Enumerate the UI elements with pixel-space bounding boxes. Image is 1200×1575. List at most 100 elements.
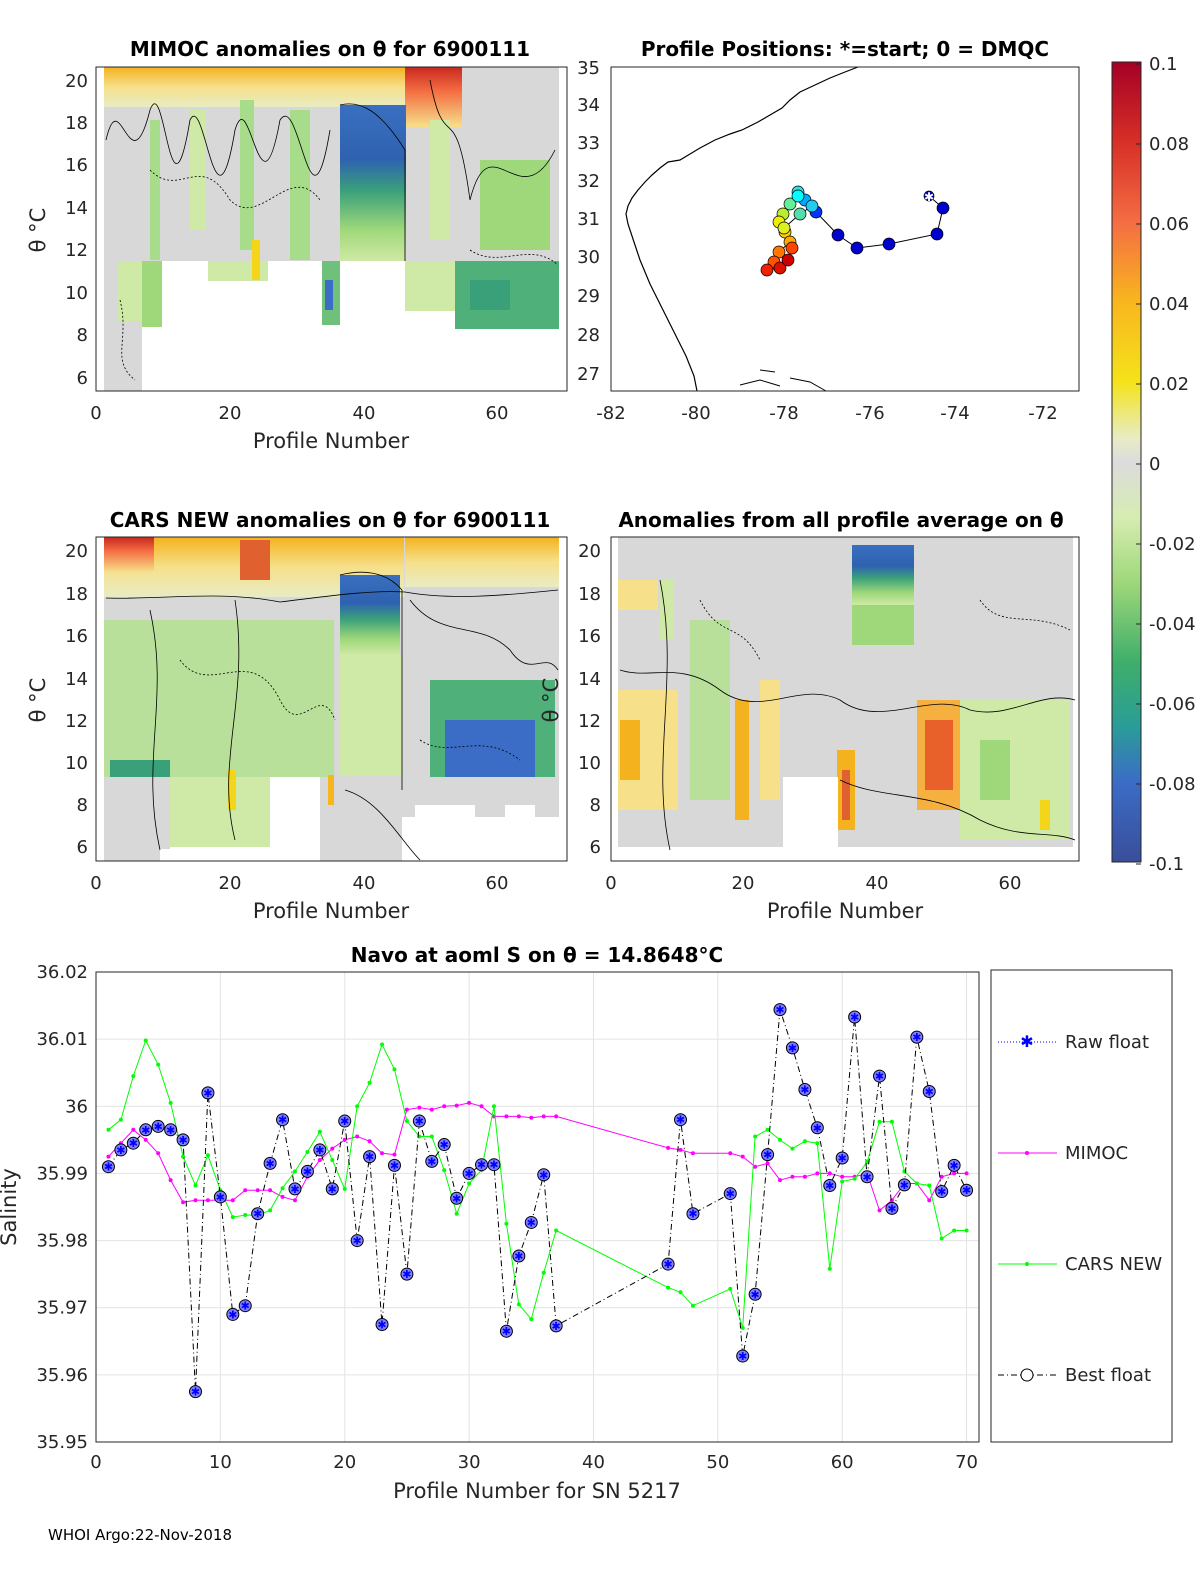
raw-float-point: ✱: [489, 1159, 498, 1172]
cars-field: [104, 537, 559, 861]
raw-float-point: ✱: [962, 1184, 971, 1197]
cars-new-point: [380, 1042, 385, 1047]
avg-field: [618, 537, 1073, 861]
mimoc-point: [790, 1174, 795, 1179]
raw-float-point: ✱: [514, 1250, 523, 1263]
legend-raw: ✱ Raw float: [998, 1032, 1149, 1053]
mimoc-point: [205, 1198, 210, 1203]
chart-x-tick-label: 30: [458, 1452, 481, 1473]
best-float-point: [288, 1182, 302, 1196]
best-float-point: [686, 1207, 700, 1221]
chart-x-tick-label: 10: [209, 1452, 232, 1473]
avg-y-ticks: 20 18 16 14 12 10 8 6: [578, 541, 601, 858]
cars-x-tick-label: 40: [353, 873, 376, 894]
raw-float-point: ✱: [763, 1149, 772, 1162]
cars-xlabel: Profile Number: [253, 899, 410, 923]
cars-new-point: [516, 1302, 521, 1307]
map-title: Profile Positions: *=start; 0 = DMQC: [641, 37, 1049, 61]
mimoc-point: [740, 1154, 745, 1159]
map-y-tick-label: 33: [577, 133, 600, 154]
raw-float-point: ✱: [141, 1124, 150, 1137]
mimoc-point: [479, 1104, 484, 1109]
raw-float-point: ✱: [875, 1070, 884, 1083]
cars-new-point: [342, 1186, 347, 1191]
chart-y-tick-label: 35.97: [36, 1298, 88, 1319]
salinity-chart: Navo at aoml S on θ = 14.8648°C ✱✱✱✱ ✱ ✱✱✱…: [0, 943, 1173, 1503]
best-float-point: [151, 1119, 165, 1133]
raw-float-point: ✱: [477, 1159, 486, 1172]
cars-new-point: [914, 1181, 919, 1186]
cars-x-tick-label: 20: [219, 873, 242, 894]
cars-new-point: [467, 1181, 472, 1186]
track-marker: [785, 241, 799, 255]
raw-float-point: ✱: [751, 1288, 760, 1301]
chart-plot-area: [96, 972, 979, 1442]
best-float-point: [412, 1114, 426, 1128]
mimoc-point: [554, 1114, 559, 1119]
best-float-point: [325, 1182, 339, 1196]
raw-float-point: ✱: [900, 1179, 909, 1192]
best-float-point: [785, 1041, 799, 1055]
cars-y-tick-label: 16: [65, 626, 88, 647]
mimoc-point: [827, 1171, 832, 1176]
cars-x-tick-label: 0: [90, 873, 101, 894]
raw-float-point: ✱: [688, 1208, 697, 1221]
raw-float-point: ✱: [365, 1151, 374, 1164]
raw-float-point: ✱: [315, 1144, 324, 1157]
best-float-point: [860, 1170, 874, 1184]
avg-y-tick-label: 8: [590, 795, 601, 816]
best-float-point: [276, 1113, 290, 1127]
cars-new-point: [753, 1134, 758, 1139]
colorbar-tick-label: -0.02: [1149, 534, 1196, 555]
colorbar-tick-label: 0: [1149, 454, 1160, 475]
chart-y-tick-label: 36.01: [36, 1029, 88, 1050]
raw-float-point: ✱: [427, 1155, 436, 1168]
raw-float-point: ✱: [464, 1167, 473, 1180]
best-float-point: [251, 1207, 265, 1221]
mimoc-point: [243, 1188, 248, 1193]
chart-x-tick-label: 0: [90, 1452, 101, 1473]
cars-new-point: [193, 1183, 198, 1188]
track-marker: [791, 189, 805, 203]
track-marker: [936, 201, 950, 215]
mimoc-point: [317, 1158, 322, 1162]
raw-float-point: ✱: [912, 1031, 921, 1044]
cars-new-point: [118, 1117, 123, 1122]
legend-raw-label: Raw float: [1065, 1032, 1149, 1053]
track-marker: [850, 241, 864, 255]
best-float-point: [425, 1154, 439, 1168]
mimoc-point: [292, 1198, 297, 1203]
map-x-tick-label: -72: [1028, 403, 1057, 424]
track-marker: [772, 245, 786, 259]
avg-x-tick-label: 0: [605, 873, 616, 894]
mimoc-point: [156, 1151, 161, 1156]
float-track: ✱: [760, 185, 950, 277]
raw-float-point: ✱: [390, 1159, 399, 1172]
track-marker: [783, 197, 797, 211]
cars-new-line: [108, 1039, 967, 1329]
mimoc-point: [728, 1151, 733, 1156]
best-float-point: [437, 1138, 451, 1152]
cars-new-point: [877, 1119, 882, 1124]
raw-float-point: ✱: [154, 1120, 163, 1133]
raw-float-point: ✱: [228, 1308, 237, 1321]
map-x-tick-label: -80: [681, 403, 710, 424]
avg-ylabel: θ °C: [539, 678, 563, 723]
raw-float-point: ✱: [402, 1268, 411, 1281]
best-float-point: [910, 1030, 924, 1044]
avg-title: Anomalies from all profile average on θ: [618, 508, 1063, 532]
track-marker: [805, 199, 819, 213]
cars-new-point: [131, 1074, 136, 1079]
map-y-tick-label: 28: [577, 325, 600, 346]
mimoc-y-tick-label: 8: [77, 325, 88, 346]
track-marker: [923, 190, 935, 202]
raw-float-point: ✱: [377, 1319, 386, 1332]
cars-new-point: [815, 1141, 820, 1146]
cars-new-point: [156, 1062, 161, 1067]
avg-y-tick-label: 6: [590, 837, 601, 858]
footer-stamp: WHOI Argo:22-Nov-2018: [48, 1526, 232, 1544]
map-y-tick-label: 31: [577, 209, 600, 230]
cars-new-point: [243, 1213, 248, 1218]
raw-float-point: ✱: [116, 1144, 125, 1157]
mimoc-point: [840, 1174, 845, 1179]
